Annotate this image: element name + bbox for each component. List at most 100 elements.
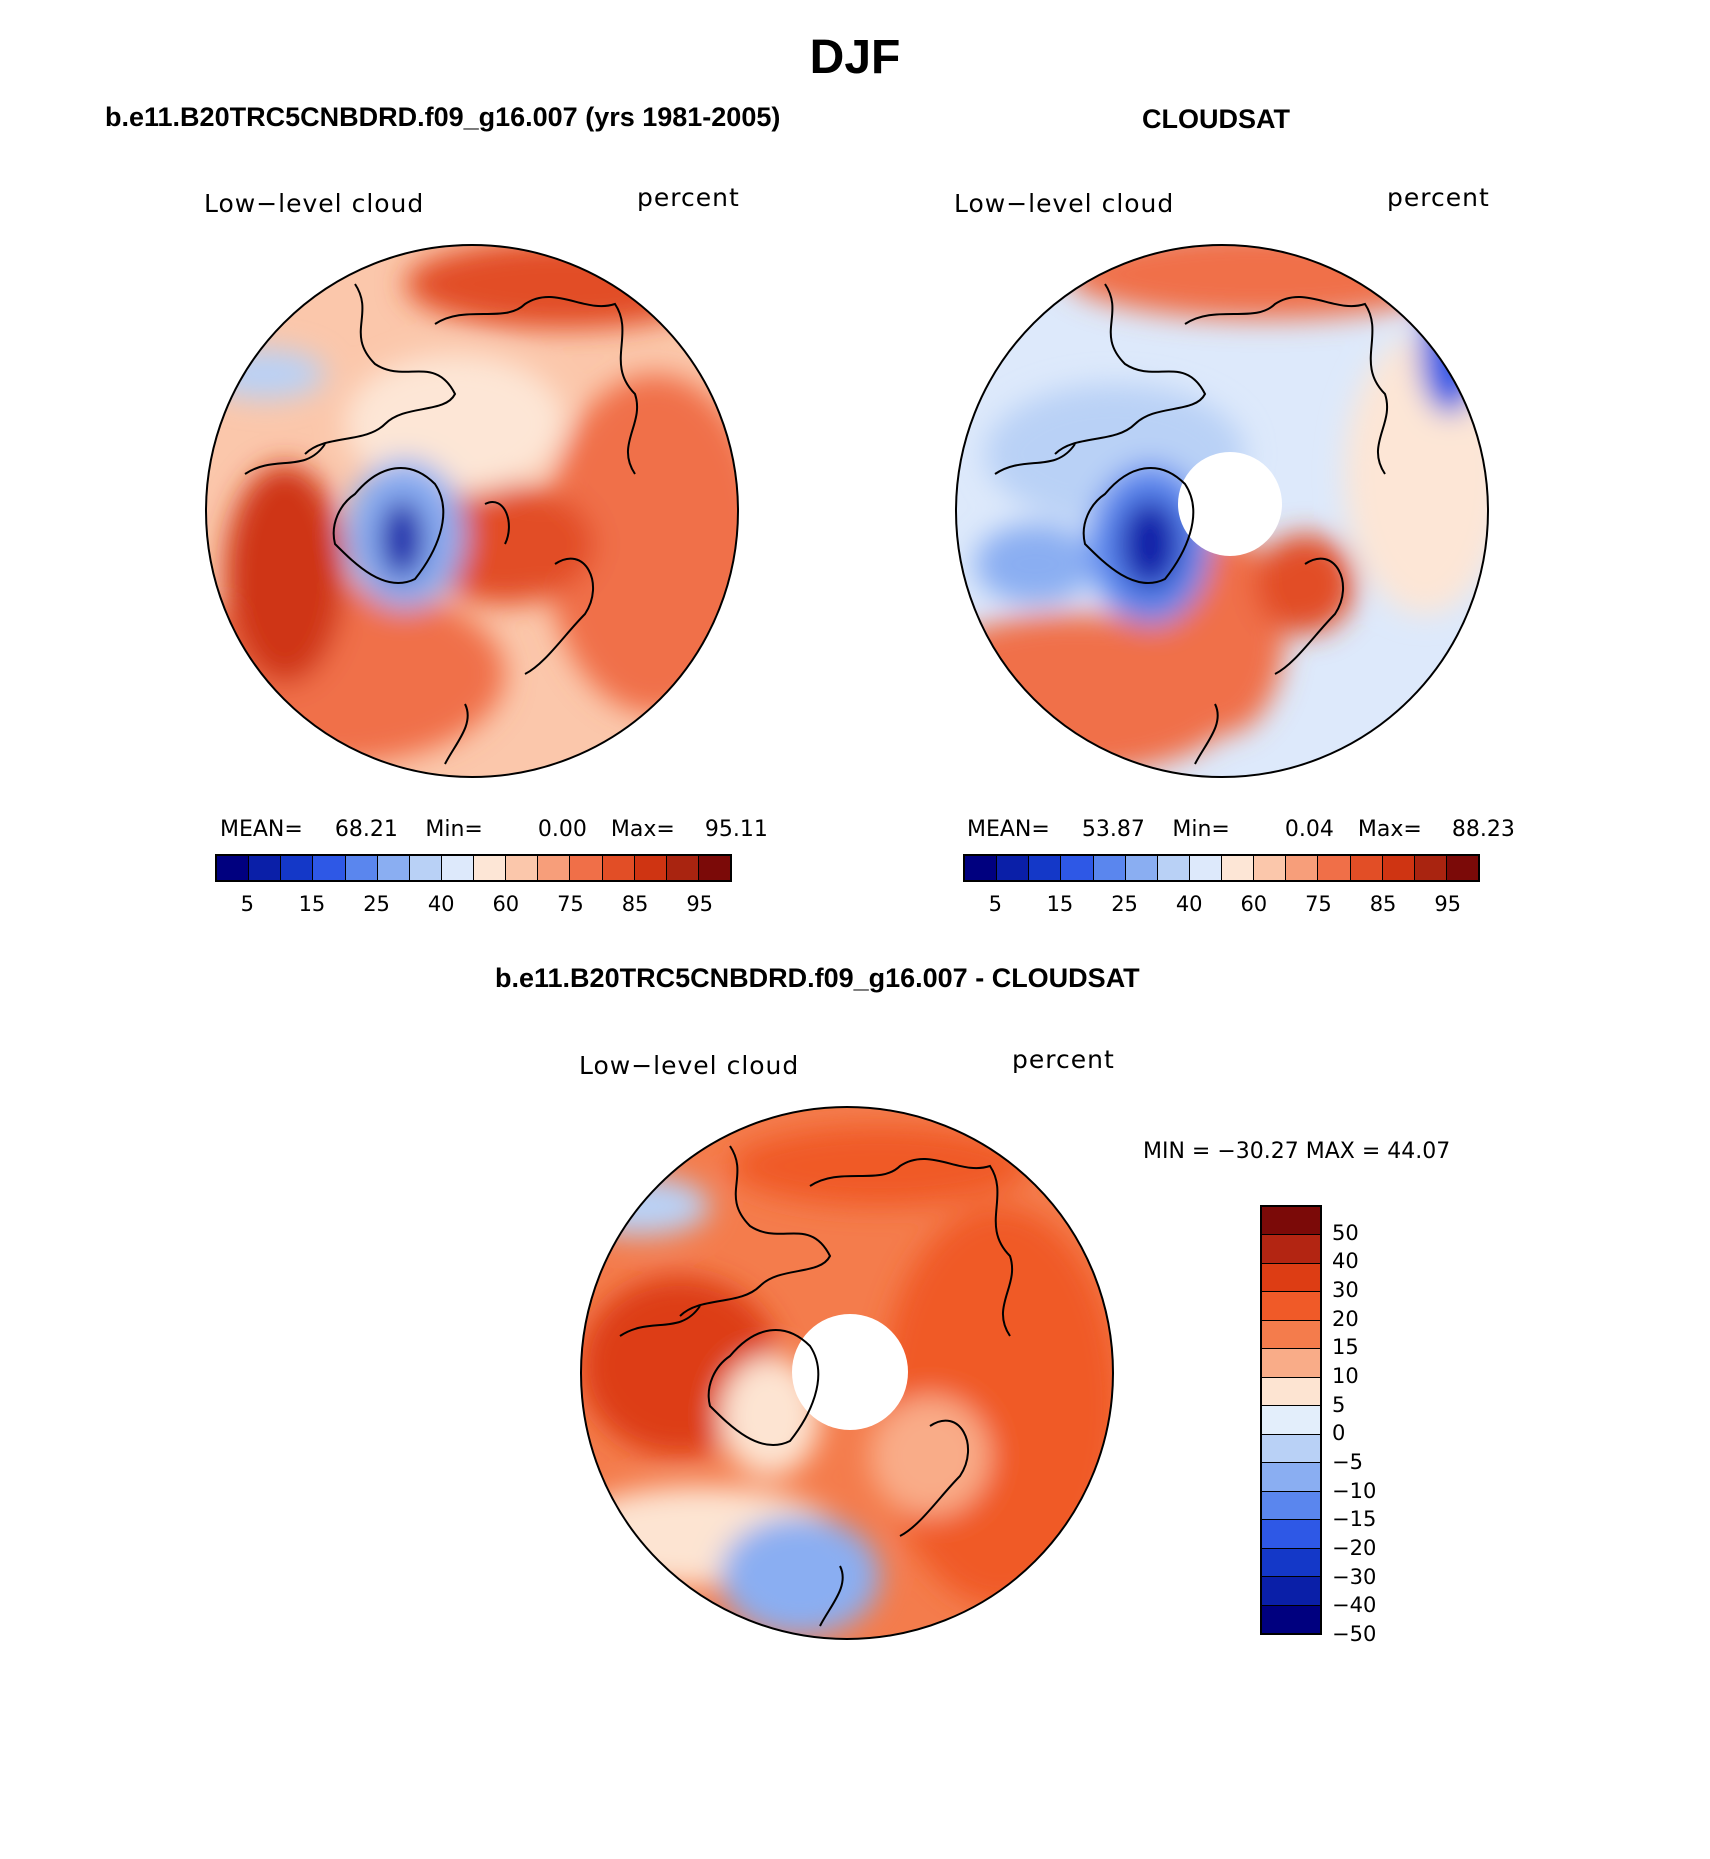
- panel-1-colorbar-tick-label: 95: [686, 892, 714, 916]
- panel-3-colorbar-tick-label: 20: [1332, 1306, 1359, 1331]
- panel-3-colorbar-swatch: [1262, 1263, 1320, 1293]
- panel-3-title: b.e11.B20TRC5CNBDRD.f09_g16.007 - CLOUDS…: [495, 963, 1140, 993]
- panel-1-colorbar-swatch: [409, 856, 442, 880]
- panel-2-colorbar-swatch: [1382, 856, 1415, 880]
- panel-3-colorbar-tick-label: 10: [1332, 1364, 1359, 1388]
- panel-2-colorbar-tick-label: 60: [1240, 892, 1268, 916]
- panel-1-colorbar-swatch: [666, 856, 699, 880]
- panel-1-colorbar-swatch: [217, 856, 250, 880]
- panel-3-colorbar-tick-label: −15: [1332, 1507, 1377, 1532]
- panel-3-colorbar-tick-label: 15: [1332, 1335, 1359, 1360]
- panel-2-colorbar-tick-label: 15: [1046, 892, 1074, 916]
- panel-2-stats: MEAN= 53.87 Min= 0.04 Max= 88.23: [967, 817, 1515, 842]
- panel-1-colorbar-swatch: [602, 856, 635, 880]
- panel-2-colorbar-tick-label: 25: [1111, 892, 1138, 916]
- panel-1-polar-map: [205, 244, 739, 778]
- panel-1-colorbar-tick-label: 5: [240, 892, 254, 916]
- panel-2-polar-map: [955, 244, 1489, 778]
- panel-2-colorbar-swatch: [1093, 856, 1126, 880]
- panel-3-colorbar-swatch: [1262, 1605, 1320, 1634]
- panel-2-colorbar-swatch: [1350, 856, 1383, 880]
- panel-1-colorbar-swatch: [506, 856, 539, 880]
- panel-3-colorbar-swatch: [1262, 1548, 1320, 1578]
- panel-3-colorbar-tick-label: 0: [1332, 1421, 1346, 1446]
- panel-2-mean-label: MEAN=: [967, 817, 1050, 842]
- panel-3-colorbar-tick-label: −10: [1332, 1478, 1377, 1503]
- panel-1-max-value: 95.11: [704, 817, 768, 842]
- panel-2-min-label: Min=: [1172, 817, 1230, 842]
- panel-2-colorbar-tick-label: 95: [1434, 892, 1462, 916]
- panel-3-colorbar-tick-label: −5: [1332, 1450, 1363, 1474]
- panel-3-colorbar-swatch: [1262, 1349, 1320, 1378]
- panel-2-colorbar-swatch: [1222, 856, 1255, 880]
- panel-2-colorbar-swatch: [1446, 856, 1478, 880]
- panel-1-stats: MEAN= 68.21 Min= 0.00 Max= 95.11: [220, 817, 768, 842]
- panel-3-colorbar-ticks: 50 40 30 20 15 10 5 0 −5 −10 −15 −20 −30 −40 −50: [1332, 1205, 1412, 1646]
- panel-2-colorbar-ticks: 5 15 25 40 60 75 85 95: [963, 892, 1480, 918]
- panel-1-title: b.e11.B20TRC5CNBDRD.f09_g16.007 (yrs 198…: [105, 102, 781, 132]
- panel-3-colorbar-swatch: [1262, 1320, 1320, 1350]
- panel-1-colorbar-tick-label: 25: [363, 892, 390, 916]
- panel-1-colorbar-swatch: [698, 856, 730, 880]
- panel-2-title: CLOUDSAT: [1142, 104, 1290, 134]
- panel-2-units-label: percent: [1387, 183, 1490, 212]
- panel-2-max-value: 88.23: [1451, 817, 1515, 842]
- panel-1-colorbar-tick-label: 75: [557, 892, 584, 916]
- panel-3-colorbar-tick-label: −20: [1332, 1536, 1377, 1560]
- panel-1-max-label: Max=: [610, 817, 675, 842]
- panel-2-colorbar-swatch: [1414, 856, 1447, 880]
- panel-2-colorbar-swatch: [965, 856, 998, 880]
- panel-2-colorbar-swatch: [997, 856, 1030, 880]
- panel-1-variable-label: Low−level cloud: [204, 189, 425, 218]
- panel-1-min-label: Min=: [425, 817, 483, 842]
- panel-2-colorbar-swatch: [1189, 856, 1222, 880]
- panel-1-colorbar-swatch: [570, 856, 603, 880]
- panel-2-colorbar: [963, 854, 1480, 882]
- panel-3-min-max: MIN = −30.27 MAX = 44.07: [1143, 1139, 1451, 1164]
- panel-1-min-value: 0.00: [537, 817, 587, 842]
- panel-3-colorbar-tick-label: 5: [1332, 1392, 1346, 1417]
- panel-1-colorbar-swatch: [474, 856, 507, 880]
- panel-3-polar-map: [580, 1106, 1114, 1640]
- panel-2-colorbar-tick-label: 5: [988, 892, 1002, 916]
- panel-2-variable-label: Low−level cloud: [954, 189, 1175, 218]
- panel-1-colorbar-swatch: [441, 856, 474, 880]
- panel-3-variable-label: Low−level cloud: [579, 1051, 800, 1080]
- panel-2-colorbar-swatch: [1061, 856, 1094, 880]
- panel-1-colorbar-swatch: [345, 856, 378, 880]
- panel-3-colorbar-swatch: [1262, 1406, 1320, 1435]
- panel-2-colorbar-tick-label: 85: [1369, 892, 1397, 916]
- panel-3-colorbar-tick-label: 50: [1332, 1220, 1359, 1245]
- panel-2-colorbar-tick-label: 75: [1305, 892, 1332, 916]
- panel-3-colorbar-tick-label: −40: [1332, 1593, 1377, 1618]
- panel-3-colorbar-swatch: [1262, 1491, 1320, 1521]
- panel-3-colorbar-swatch: [1262, 1520, 1320, 1549]
- panel-1-colorbar-swatch: [634, 856, 667, 880]
- panel-1-colorbar-swatch: [313, 856, 346, 880]
- panel-3-colorbar-tick-label: 40: [1332, 1249, 1359, 1274]
- panel-1-units-label: percent: [637, 183, 740, 212]
- panel-3-colorbar-swatch: [1262, 1434, 1320, 1464]
- panel-2-colorbar-swatch: [1286, 856, 1319, 880]
- panel-1-colorbar-tick-label: 60: [492, 892, 520, 916]
- panel-2-max-label: Max=: [1357, 817, 1422, 842]
- panel-2-colorbar-swatch: [1318, 856, 1351, 880]
- panel-1-colorbar-swatch: [249, 856, 282, 880]
- panel-1-colorbar-ticks: 5 15 25 40 60 75 85 95: [215, 892, 732, 918]
- panel-2-mean-value: 53.87: [1081, 817, 1145, 842]
- panel-1-colorbar-swatch: [281, 856, 314, 880]
- panel-1-colorbar: [215, 854, 732, 882]
- panel-1-colorbar-swatch: [538, 856, 571, 880]
- panel-1-colorbar-tick-label: 40: [427, 892, 455, 916]
- figure-title: DJF: [809, 31, 901, 84]
- panel-1-colorbar-swatch: [377, 856, 410, 880]
- panel-2-colorbar-swatch: [1029, 856, 1062, 880]
- panel-1-colorbar-tick-label: 85: [621, 892, 649, 916]
- panel-3-colorbar-swatch: [1262, 1235, 1320, 1264]
- panel-2-colorbar-tick-label: 40: [1175, 892, 1203, 916]
- panel-3-colorbar-swatch: [1262, 1463, 1320, 1492]
- panel-3-colorbar-tick-label: 30: [1332, 1278, 1359, 1302]
- panel-3-colorbar-swatch: [1262, 1377, 1320, 1407]
- panel-2-colorbar-swatch: [1125, 856, 1158, 880]
- panel-3-colorbar-swatch: [1262, 1207, 1320, 1236]
